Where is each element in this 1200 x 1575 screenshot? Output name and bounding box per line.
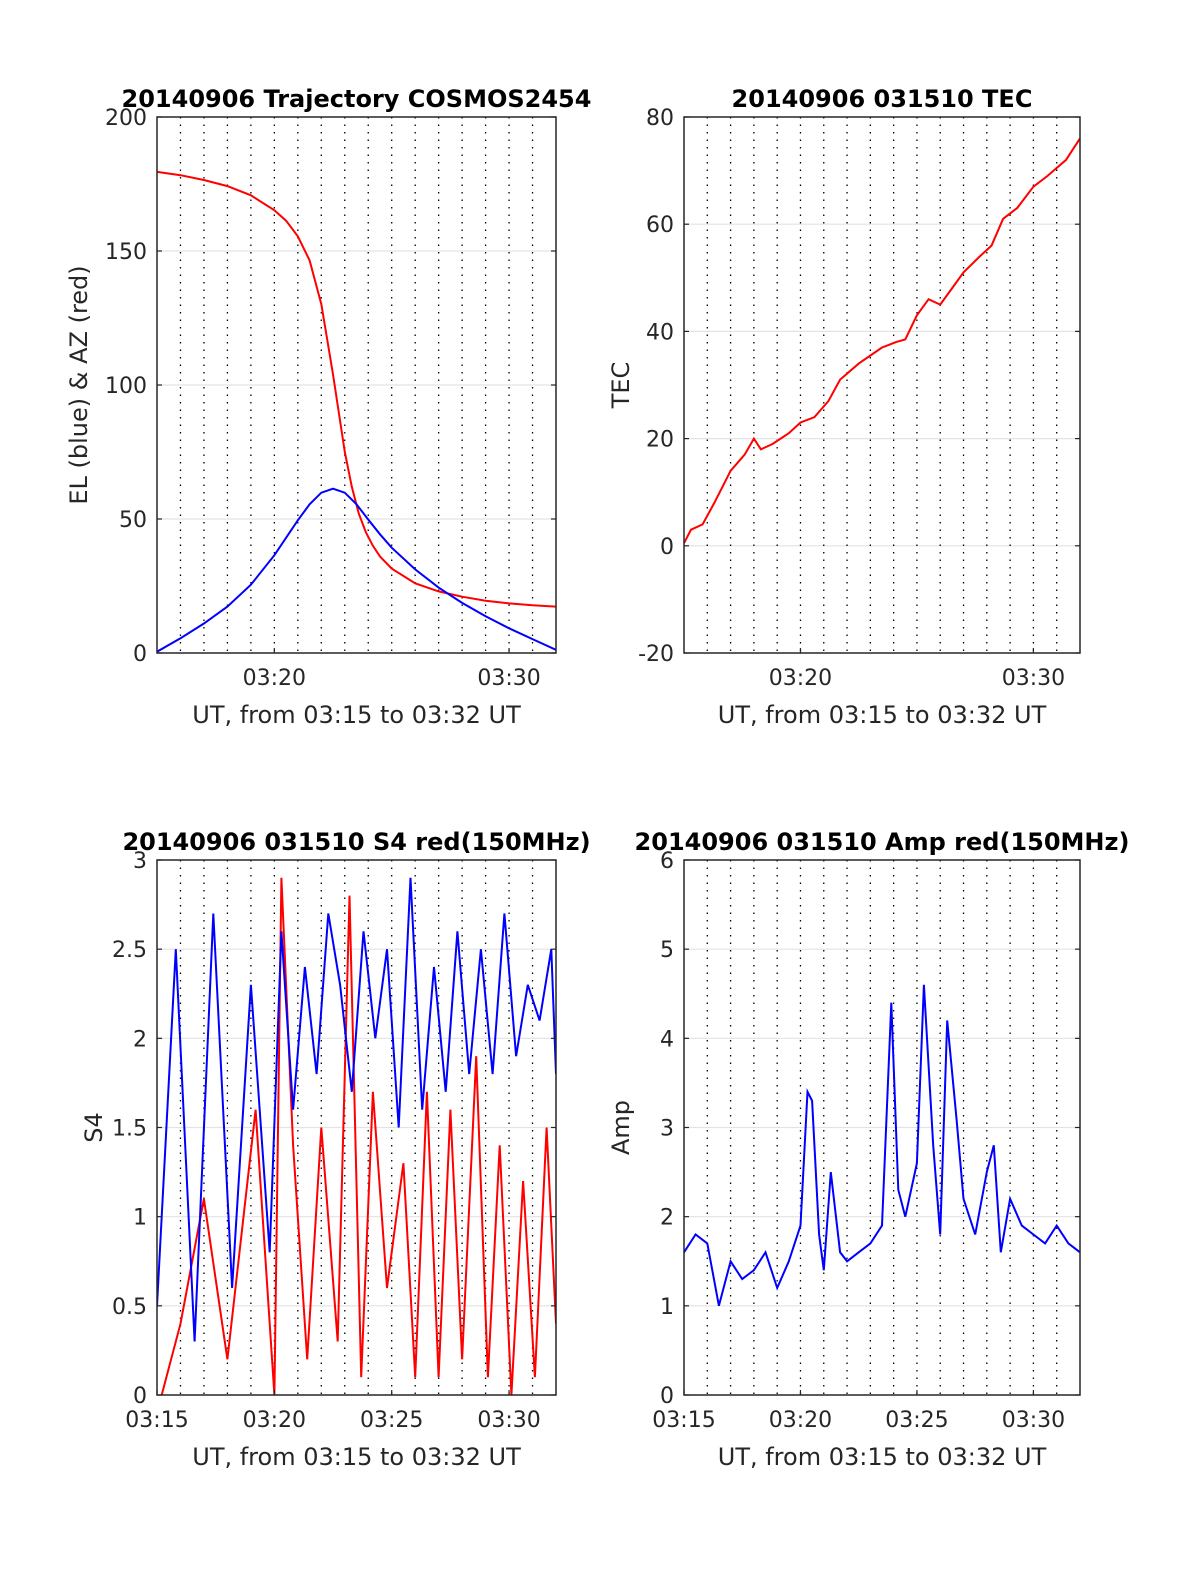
x-axis-label: UT, from 03:15 to 03:32 UT [192,1443,521,1471]
y-axis-label: EL (blue) & AZ (red) [65,265,93,504]
x-tick-label: 03:20 [243,666,306,691]
y-tick-label: 2.5 [112,938,147,963]
y-axis-label: TEC [607,362,635,410]
chart-title: 20140906 031510 S4 red(150MHz) [122,828,590,856]
series-line-1 [684,137,1080,544]
y-tick-label: 0.5 [112,1295,147,1320]
y-tick-label: 1 [133,1206,147,1231]
y-tick-label: 20 [646,428,674,453]
x-axis-label: UT, from 03:15 to 03:32 UT [718,1443,1047,1471]
y-tick-label: 5 [660,938,674,963]
series-line-1 [157,170,556,608]
x-tick-label: 03:25 [360,1408,423,1433]
x-axis-label: UT, from 03:15 to 03:32 UT [192,701,521,729]
chart-panel-4: 0 1 2 3 4 5 6 03:15 03:20 03:25 03:30 20140906 0315… [607,828,1129,1471]
y-tick-label: 100 [105,374,147,399]
x-tick-label: 03:20 [769,666,832,691]
y-tick-label: 4 [660,1027,674,1052]
y-tick-label: 3 [133,849,147,874]
y-tick-label: 0 [133,642,147,667]
x-tick-label: 03:20 [769,1408,832,1433]
chart-title: 20140906 Trajectory COSMOS2454 [122,85,592,113]
series-line-2 [157,487,556,653]
x-tick-label: 03:25 [885,1408,948,1433]
series-line-1 [160,877,556,1395]
axes-box [683,116,1081,654]
y-tick-label: 3 [660,1117,674,1142]
x-axis-label: UT, from 03:15 to 03:32 UT [718,701,1047,729]
x-tick-label: 03:15 [125,1408,188,1433]
y-tick-label: 150 [105,240,147,265]
y-tick-label: 0 [660,1384,674,1409]
y-tick-label: 0 [133,1384,147,1409]
y-tick-label: 2 [133,1027,147,1052]
x-tick-label: 03:30 [1002,1408,1065,1433]
chart-panel-2: -20 0 20 40 60 80 03:20 03:30 20140906 031510 TE… [607,85,1081,729]
y-tick-label: 40 [646,320,674,345]
chart-title: 20140906 031510 Amp red(150MHz) [635,828,1130,856]
x-tick-label: 03:30 [477,666,540,691]
y-tick-label: 0 [660,535,674,560]
x-tick-label: 03:20 [243,1408,306,1433]
x-tick-label: 03:30 [477,1408,540,1433]
x-tick-label: 03:30 [1002,666,1065,691]
y-tick-label: 2 [660,1206,674,1231]
y-tick-label: 80 [646,106,674,131]
y-tick-label: 1 [660,1295,674,1320]
y-axis-label: S4 [80,1112,108,1143]
series-line-1 [684,984,1080,1307]
y-tick-label: -20 [638,642,674,667]
y-tick-label: 200 [105,106,147,131]
y-tick-label: 50 [119,508,147,533]
y-tick-label: 6 [660,849,674,874]
y-tick-label: 1.5 [112,1117,147,1142]
y-axis-label: Amp [607,1100,635,1155]
series-line-2 [157,877,556,1342]
chart-panel-3: 0 0.5 1 1.5 2 2.5 3 03:15 03:20 03:25 03:30 2014090… [80,828,591,1471]
y-tick-label: 60 [646,213,674,238]
chart-title: 20140906 031510 TEC [732,85,1033,113]
x-tick-label: 03:15 [652,1408,715,1433]
chart-panel-1: 0 50 100 150 200 03:20 03:30 20140906 Trajector… [65,85,591,729]
